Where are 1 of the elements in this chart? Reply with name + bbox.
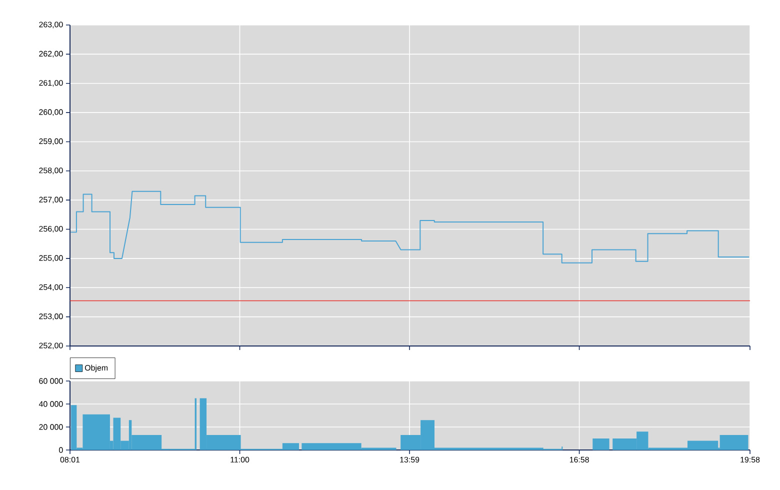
line-series [70,190,750,264]
